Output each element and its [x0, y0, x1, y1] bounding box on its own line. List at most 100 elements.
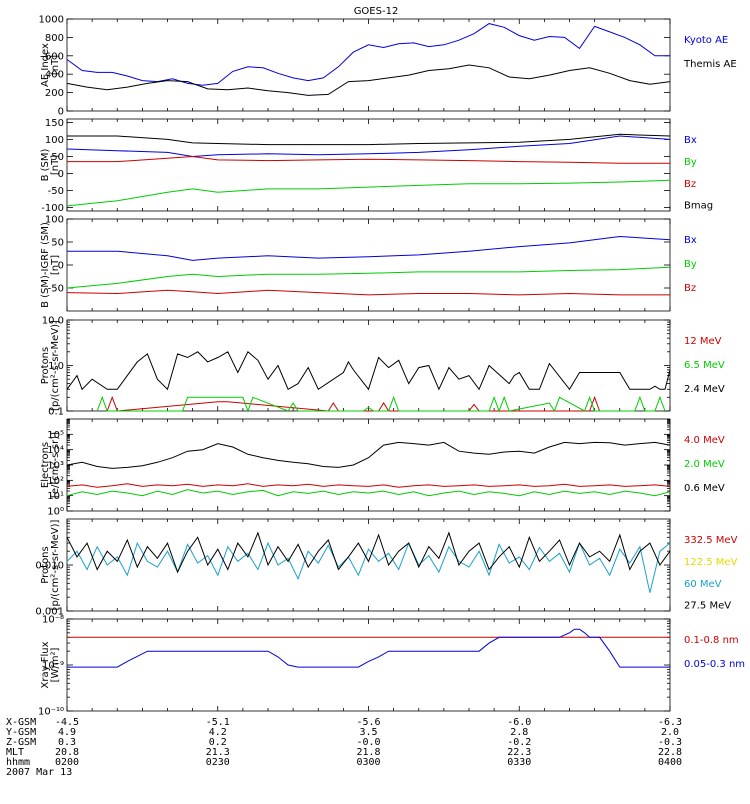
series-line	[66, 483, 671, 488]
y-tick-label: 0.1	[48, 407, 64, 418]
legend-entry: 0.1-0.8 nm	[684, 635, 739, 646]
footer-value: -0.2	[507, 737, 531, 748]
footer-value: 0.3	[58, 737, 76, 748]
footer-value: 0400	[658, 757, 682, 768]
panel-frame	[66, 319, 671, 412]
series-line	[66, 289, 670, 296]
footer-value: -0.3	[658, 737, 682, 748]
footer-row-label: X-GSM	[6, 717, 36, 728]
y-tick-label: 100	[45, 135, 64, 146]
legend-entry: 6.5 MeV	[684, 360, 725, 371]
y-axis-label: [nT]	[50, 155, 61, 175]
y-axis-label: Xray Flux	[40, 641, 51, 688]
y-tick-label: 0.001	[35, 607, 64, 618]
y-axis-label: [e/(cm²-s-sr)]	[50, 432, 61, 498]
series-line	[67, 628, 670, 668]
footer-row-label: Z-GSM	[6, 737, 36, 748]
series-line	[67, 235, 671, 261]
y-tick-label: 0	[58, 261, 64, 272]
y-axis-label: [nT]	[50, 55, 61, 75]
panel-frame	[66, 118, 671, 212]
chart-title: GOES-12	[354, 6, 399, 17]
y-axis-label: [p/(cm²-s-sr-MeV)]	[50, 320, 61, 411]
footer-value: -4.5	[55, 717, 79, 728]
y-axis-label: Electrons	[40, 442, 51, 488]
footer-row-label: MLT	[6, 747, 24, 758]
y-axis-label: Protons	[40, 546, 51, 583]
series-line	[66, 489, 671, 497]
legend-entry: 332.5 MeV	[684, 535, 738, 546]
series-line	[66, 541, 671, 593]
footer-value: 20.8	[55, 747, 79, 758]
y-tick-label: -50	[48, 186, 64, 197]
footer-value: 0.2	[209, 737, 227, 748]
legend-entry: 4.0 MeV	[684, 435, 725, 446]
footer-value: 0300	[356, 757, 380, 768]
footer-value: -5.1	[206, 717, 230, 728]
date-label: 2007 Mar 13	[6, 767, 72, 778]
panel-frame	[66, 218, 671, 312]
y-axis-label: B (SM)-IGRF (SM)	[40, 222, 51, 308]
series-line	[66, 179, 671, 207]
y-tick-label: 100	[45, 215, 64, 226]
footer-value: 0230	[206, 757, 230, 768]
footer-value: 21.3	[206, 747, 230, 758]
y-axis-label: [p/(cm²-s-sr-MeV)]	[50, 519, 61, 610]
legend-entry: 0.05-0.3 nm	[684, 659, 745, 670]
series-line	[66, 23, 670, 86]
series-line	[66, 135, 671, 158]
legend-entry: 122.5 MeV	[684, 557, 738, 568]
legend-entry: By	[684, 259, 697, 270]
legend-entry: 60 MeV	[684, 579, 722, 590]
y-tick-label: 150	[45, 118, 64, 129]
y-tick-label: 10⁵	[47, 430, 64, 441]
y-tick-label: 10.0	[42, 316, 64, 327]
legend-entry: Bz	[684, 179, 696, 190]
y-tick-label: 200	[45, 88, 64, 99]
panel-frame	[66, 618, 671, 712]
y-axis-label: B (SM)	[40, 148, 51, 181]
footer-value: -6.3	[658, 717, 682, 728]
y-axis-label: Protons	[40, 347, 51, 384]
panel-0: 0 200 400 600 800 1000 AE Index [nT] Kyoto AE The…	[39, 15, 737, 118]
footer-value: 0330	[507, 757, 531, 768]
legend-entry: Themis AE	[683, 59, 737, 70]
series-line	[96, 395, 666, 413]
footer-value: 22.3	[507, 747, 531, 758]
series-line	[67, 155, 670, 164]
y-tick-label: 1.0	[48, 361, 64, 372]
y-tick-label: 10²	[47, 476, 64, 487]
y-tick-label: 800	[45, 33, 64, 44]
series-line	[66, 351, 671, 391]
y-axis-label: [W/m²]	[50, 647, 61, 682]
footer-value: 2.8	[510, 727, 528, 738]
footer-value: 4.9	[58, 727, 76, 738]
legend-entry: Bmag	[684, 201, 713, 212]
panel-frame	[66, 18, 671, 112]
y-axis-label: [nT]	[50, 255, 61, 275]
legend-entry: 27.5 MeV	[684, 601, 731, 612]
y-tick-label: 1000	[39, 15, 64, 26]
footer-value: 21.8	[356, 747, 380, 758]
panel-1: -100 -50 0 50 100 150 B (SM) [nT] Bx By Bz Bmag	[40, 118, 713, 214]
y-tick-label: 10⁰	[47, 507, 64, 518]
panel-3: 0.1 1.0 10.0 Protons [p/(cm²-s-sr-MeV)] 12 Me…	[40, 316, 725, 418]
y-tick-label: 10⁻⁹	[42, 661, 64, 672]
legend-entry: Kyoto AE	[684, 35, 728, 46]
y-tick-label: -50	[48, 284, 64, 295]
legend-entry: By	[684, 157, 697, 168]
y-tick-label: 10¹	[47, 491, 64, 502]
footer-value: 2.0	[661, 727, 679, 738]
series-line	[66, 64, 671, 96]
legend-entry: 2.0 MeV	[684, 459, 725, 470]
y-tick-label: 10⁻⁸	[42, 615, 64, 626]
panel-frame	[66, 418, 671, 512]
legend-entry: 2.4 MeV	[684, 384, 725, 395]
footer-value: 22.8	[658, 747, 682, 758]
y-tick-label: 0.010	[35, 561, 64, 572]
footer-value: 0200	[55, 757, 79, 768]
y-tick-label: 400	[45, 70, 64, 81]
